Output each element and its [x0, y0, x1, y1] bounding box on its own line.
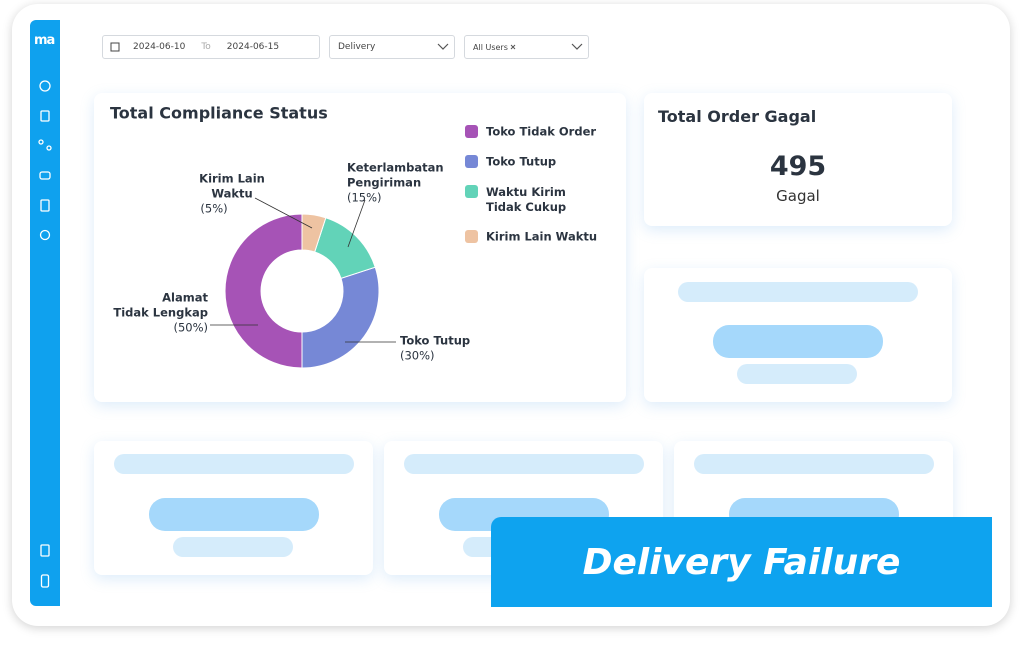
slice-label: Alamat: [162, 291, 208, 305]
legend-label: Kirim Lain Waktu: [486, 230, 597, 244]
chip-remove[interactable]: [508, 42, 568, 52]
date-sep: To: [201, 42, 211, 52]
order-unit: Gagal: [776, 187, 820, 205]
donut-slice: [301, 213, 327, 253]
skeleton: [713, 325, 883, 358]
legend-label: Toko Tutup: [486, 155, 556, 169]
user-chip: All Users: [473, 42, 508, 52]
chevron: [571, 43, 583, 50]
skeleton: [737, 364, 857, 384]
chart-title: Total Compliance Status: [110, 104, 328, 123]
skeleton: [694, 454, 934, 474]
logo: ma: [34, 33, 55, 48]
slice-value-label: (50%): [173, 321, 208, 335]
legend-label: Waktu Kirim Tidak Cukup: [486, 185, 566, 214]
legend-label: Toko Tidak Order: [486, 125, 596, 139]
skeleton: [404, 454, 644, 474]
type-value: Delivery: [338, 42, 376, 52]
chevron: [437, 43, 449, 50]
leader-line: [254, 197, 313, 229]
leader-line: [347, 199, 366, 248]
slice-value-label: (30%): [400, 349, 435, 363]
calendar-icon: [110, 42, 120, 52]
slice-value-label: (5%): [200, 202, 227, 216]
banner-text: Delivery Failure: [582, 541, 901, 583]
placeholder-card: [644, 268, 952, 402]
order-value: 495: [769, 151, 827, 182]
donut-slice: [301, 266, 380, 369]
date-to: 2024-06-15: [226, 42, 280, 52]
donut-slice: [314, 217, 376, 279]
legend-swatch: [465, 185, 478, 198]
slice-label: Kirim Lain: [199, 172, 265, 186]
skeleton: [173, 537, 293, 557]
banner: Delivery Failure: [491, 517, 992, 607]
slice-value-label: (15%): [347, 191, 382, 205]
skeleton: [678, 282, 918, 302]
sidebar: ma: [30, 20, 60, 606]
donut-slice: [224, 213, 303, 369]
order-card: Total Order Gagal 495 Gagal: [644, 93, 952, 226]
slice-label: Tidak Lengkap: [113, 306, 208, 320]
type-select[interactable]: Delivery: [329, 35, 455, 59]
skeleton: [114, 454, 354, 474]
compliance-card: Total Compliance Status Alamat Tidak Leng…: [94, 93, 626, 402]
legend-swatch: [465, 230, 478, 243]
slice-label: Toko Tutup: [400, 334, 470, 348]
placeholder-card: [94, 441, 373, 575]
user-select[interactable]: All Users: [464, 35, 589, 59]
slice-label: Keterlambatan: [347, 161, 444, 175]
date-from: 2024-06-10: [133, 42, 186, 52]
slice-label: Pengiriman: [347, 176, 421, 190]
legend-swatch: [465, 125, 478, 138]
sidebar-icons: [38, 80, 52, 588]
order-title: Total Order Gagal: [658, 107, 817, 126]
slice-label: Waktu: [211, 187, 252, 201]
date-range[interactable]: 2024-06-10 To 2024-06-15: [102, 35, 320, 59]
legend-swatch: [465, 155, 478, 168]
skeleton: [149, 498, 319, 531]
